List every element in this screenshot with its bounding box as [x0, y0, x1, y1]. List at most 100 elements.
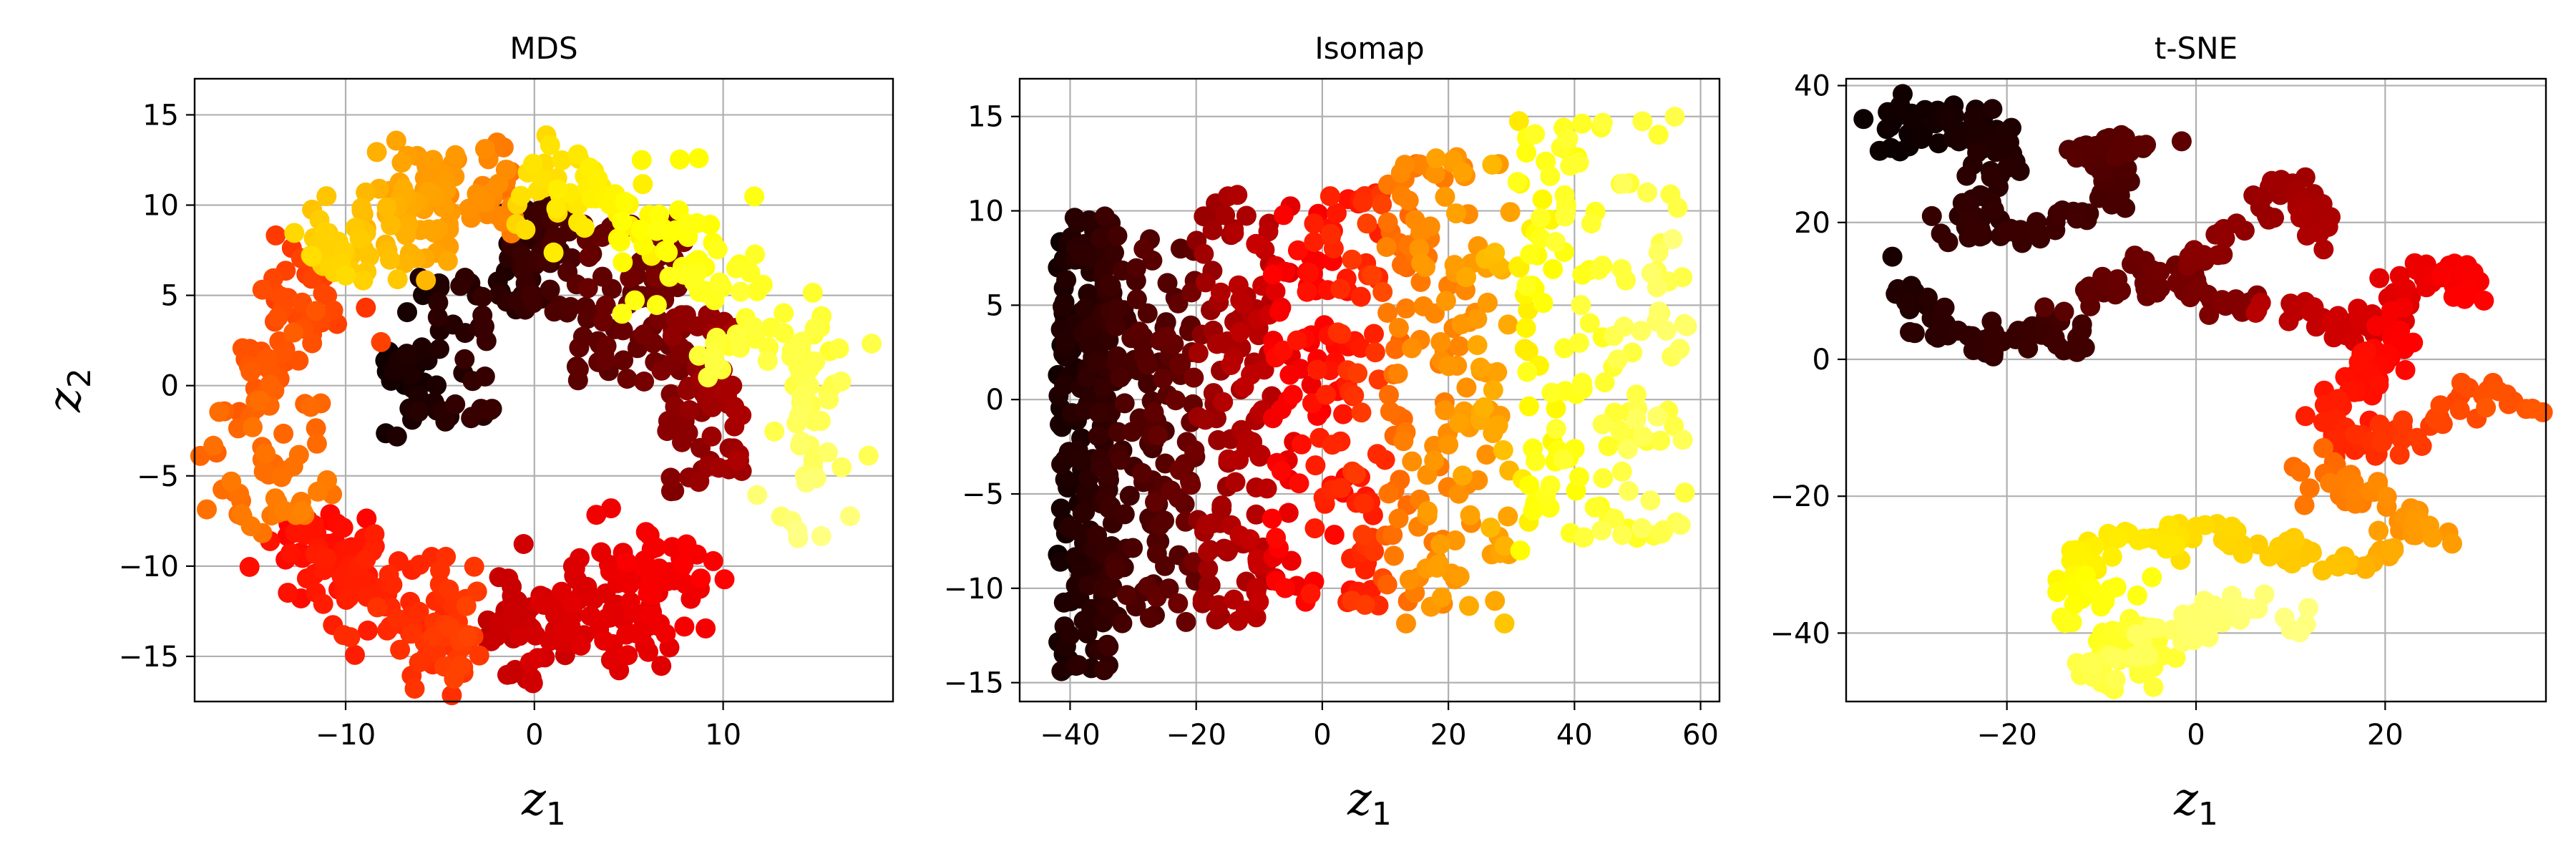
tsne-point	[1956, 165, 1977, 186]
mds-point	[474, 316, 494, 337]
mds-y-tick-label: 5	[161, 280, 179, 313]
isomap-point	[1568, 152, 1589, 173]
isomap-point	[1116, 585, 1137, 606]
isomap-point	[1459, 596, 1479, 616]
mds-point	[444, 669, 464, 689]
mds-point	[616, 552, 637, 573]
mds-point	[831, 372, 852, 392]
mds-point	[280, 543, 301, 563]
mds-point	[789, 405, 809, 426]
isomap-point	[1060, 625, 1080, 646]
isomap-point	[1184, 440, 1205, 460]
mds-point	[612, 211, 633, 232]
mds-point	[426, 375, 447, 396]
isomap-point	[1664, 107, 1685, 127]
isomap-point	[1088, 402, 1109, 423]
isomap-point	[1399, 569, 1420, 590]
mds-point	[543, 242, 564, 263]
tsne-point	[2381, 542, 2402, 563]
isomap-point	[1297, 281, 1317, 302]
tsne-point	[2294, 495, 2315, 515]
isomap-point	[1307, 359, 1328, 380]
isomap-point	[1344, 385, 1365, 406]
tsne-y-tick-label: −40	[1770, 617, 1830, 650]
tsne-point	[2348, 299, 2368, 319]
mds-x-axis-label: z1	[521, 773, 566, 833]
isomap-point	[1202, 220, 1223, 241]
mds-point	[430, 560, 450, 581]
mds-point	[586, 505, 607, 525]
tsne-x-axis-label-sub: 1	[2198, 796, 2218, 833]
isomap-point	[1591, 520, 1612, 540]
tsne-point	[2188, 277, 2209, 298]
isomap-point	[1526, 451, 1546, 472]
isomap-point	[1320, 223, 1341, 244]
isomap-y-tick-label: −10	[944, 573, 1004, 606]
isomap-point	[1483, 379, 1503, 400]
mds-point	[592, 266, 613, 287]
tsne-point	[1938, 232, 1958, 253]
isomap-point	[1322, 435, 1342, 455]
mds-point	[613, 350, 634, 371]
isomap-point	[1101, 276, 1121, 296]
mds-point	[333, 625, 353, 646]
isomap-point	[1053, 296, 1073, 317]
isomap-point	[1129, 321, 1150, 342]
mds-point	[570, 548, 590, 568]
mds-point	[416, 270, 436, 291]
isomap-point	[1435, 400, 1455, 421]
isomap-point	[1104, 243, 1124, 263]
tsne-point	[2046, 334, 2067, 355]
tsne-point	[2185, 616, 2206, 637]
isomap-point	[1592, 256, 1613, 276]
tsne-x-tick-label: −20	[1976, 719, 2036, 752]
mds-point	[278, 583, 298, 603]
tsne-x-axis-label-base: z	[2173, 773, 2199, 826]
isomap-point	[1572, 113, 1592, 134]
tsne-point	[2171, 131, 2192, 152]
isomap-point	[1300, 583, 1321, 604]
isomap-point	[1648, 242, 1669, 263]
mds-point	[757, 351, 778, 372]
isomap-point	[1435, 186, 1455, 207]
isomap-point	[1613, 173, 1634, 194]
isomap-point	[1453, 162, 1473, 183]
isomap-point	[1206, 334, 1227, 354]
mds-point	[464, 556, 484, 577]
isomap-point	[1282, 384, 1303, 405]
mds-point	[619, 574, 640, 595]
tsne-point	[2062, 612, 2082, 633]
isomap-point	[1519, 475, 1540, 495]
mds-point	[396, 344, 417, 364]
mds-point	[688, 345, 709, 366]
mds-point	[679, 400, 700, 420]
isomap-point	[1198, 558, 1219, 579]
mds-point	[648, 310, 669, 330]
mds-point	[239, 557, 260, 577]
mds-point	[221, 471, 242, 492]
mds-point	[359, 246, 380, 267]
tsne-point	[2179, 246, 2200, 267]
isomap-point	[1056, 270, 1077, 291]
tsne-point	[2010, 220, 2031, 241]
isomap-point	[1388, 318, 1409, 338]
mds-point	[728, 326, 748, 347]
mds-point	[784, 341, 805, 362]
tsne-x-tick-label: 20	[2367, 719, 2404, 752]
isomap-point	[1482, 155, 1503, 175]
tsne-point	[2314, 394, 2335, 415]
mds-point	[787, 520, 808, 541]
mds-point	[701, 426, 722, 447]
isomap-point	[1101, 578, 1121, 599]
isomap-point	[1075, 611, 1096, 632]
isomap-point	[1110, 367, 1131, 388]
tsne-point	[2522, 398, 2543, 419]
isomap-point	[1377, 212, 1398, 233]
isomap-point	[1112, 613, 1133, 634]
mds-point	[658, 242, 678, 263]
mds-point	[401, 364, 421, 384]
isomap-point	[1273, 340, 1294, 361]
mds-point	[404, 679, 425, 699]
